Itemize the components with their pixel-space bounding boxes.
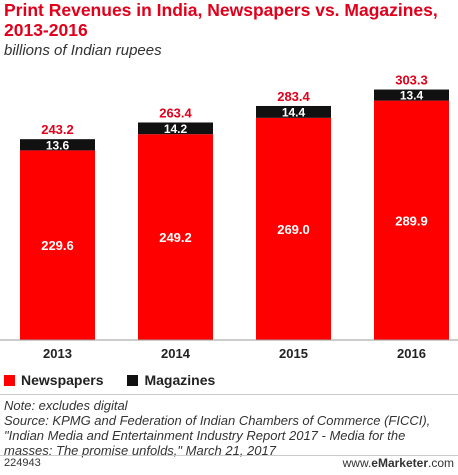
data-label-newspapers-2014: 249.2 xyxy=(159,230,192,245)
data-label-newspapers-2015: 269.0 xyxy=(277,222,310,237)
legend-swatch-magazines xyxy=(127,374,139,386)
total-label-2015: 283.4 xyxy=(277,89,310,104)
bar-magazines-2015 xyxy=(256,105,331,118)
data-label-newspapers-2016: 289.9 xyxy=(395,213,428,228)
legend-item-magazines: Magazines xyxy=(127,372,215,388)
brand-suffix: .com xyxy=(427,456,454,470)
brand-name: eMarketer xyxy=(371,456,428,470)
bar-magazines-2013 xyxy=(20,139,95,151)
bar-newspapers-2014 xyxy=(138,134,213,340)
x-tick-label-2016: 2016 xyxy=(397,346,426,361)
bar-newspapers-2016 xyxy=(374,100,449,340)
chart-subtitle: billions of Indian rupees xyxy=(4,42,162,59)
source-line: Source: KPMG and Federation of Indian Ch… xyxy=(4,413,431,428)
x-tick-label-2015: 2015 xyxy=(279,346,308,361)
legend-label-newspapers: Newspapers xyxy=(21,372,104,388)
data-label-newspapers-2013: 229.6 xyxy=(41,238,74,253)
chart-id: 224943 xyxy=(4,457,41,469)
data-label-magazines-2016: 13.4 xyxy=(400,89,424,103)
divider-top xyxy=(0,394,458,395)
data-label-magazines-2014: 14.2 xyxy=(164,122,188,136)
note-line: Note: excludes digital xyxy=(4,398,128,413)
x-tick-label-2014: 2014 xyxy=(161,346,191,361)
source-line: "Indian Media and Entertainment Industry… xyxy=(4,428,406,443)
notes: Note: excludes digital Source: KPMG and … xyxy=(4,398,456,458)
brand-prefix: www. xyxy=(342,456,372,470)
total-label-2016: 303.3 xyxy=(395,73,428,88)
legend-item-newspapers: Newspapers xyxy=(4,372,103,388)
bar-magazines-2014 xyxy=(138,122,213,135)
bar-newspapers-2015 xyxy=(256,117,331,340)
bar-magazines-2016 xyxy=(374,89,449,101)
divider-bottom xyxy=(0,455,458,456)
source-line: masses: The promise unfolds," March 21, … xyxy=(4,443,276,458)
chart-title: Print Revenues in India, Newspapers vs. … xyxy=(4,0,438,40)
legend: Newspapers Magazines xyxy=(4,372,239,388)
data-label-magazines-2015: 14.4 xyxy=(282,105,306,119)
brand-logo: www.eMarketer.com xyxy=(343,456,454,470)
x-tick-label-2013: 2013 xyxy=(43,346,72,361)
legend-label-magazines: Magazines xyxy=(144,372,216,388)
data-label-magazines-2013: 13.6 xyxy=(46,138,70,152)
legend-swatch-newspapers xyxy=(4,374,15,386)
total-label-2014: 263.4 xyxy=(159,105,192,120)
total-label-2013: 243.2 xyxy=(41,122,74,137)
bar-newspapers-2013 xyxy=(20,150,95,340)
